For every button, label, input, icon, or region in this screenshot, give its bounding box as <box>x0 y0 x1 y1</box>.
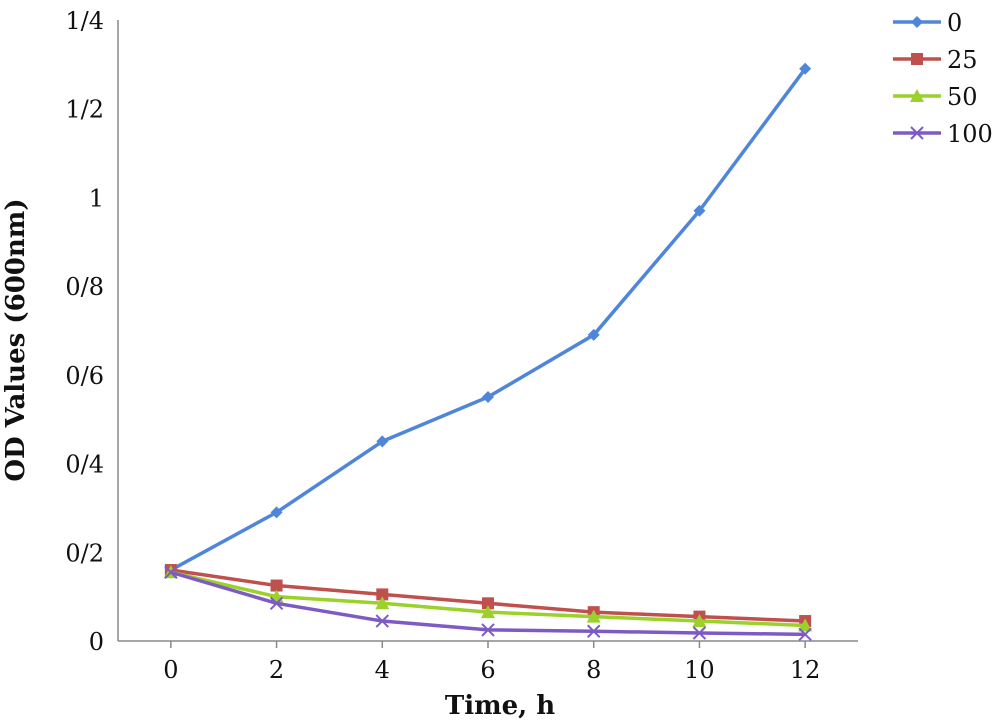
legend-label: 25 <box>947 46 978 74</box>
data-point <box>586 609 601 623</box>
series-0 <box>164 62 812 577</box>
x-tick-label: 0 <box>163 656 178 684</box>
data-point <box>376 435 389 448</box>
y-axis-title: OD Values (600nm) <box>1 198 31 481</box>
data-point <box>482 597 494 610</box>
series-50 <box>163 565 813 632</box>
data-point <box>481 605 495 619</box>
data-point <box>587 624 601 638</box>
legend-marker <box>910 89 924 102</box>
y-axis-ticks: 0 0/2 0/4 0/6 0/8 1 1/2 1/4 <box>65 7 104 656</box>
data-point <box>798 618 813 632</box>
data-point <box>692 614 707 628</box>
data-point <box>692 626 707 640</box>
y-tick-label: 0/8 <box>65 273 104 301</box>
y-tick-label: 0/6 <box>65 362 104 390</box>
data-point <box>693 204 706 217</box>
axes <box>117 20 858 642</box>
x-tick-label: 4 <box>375 656 390 684</box>
legend-label: 100 <box>947 120 993 148</box>
legend: 0 25 50 100 <box>893 9 993 148</box>
data-point <box>481 623 495 637</box>
data-point <box>269 596 284 611</box>
x-tick-label: 6 <box>480 656 495 684</box>
x-axis-ticks: 0 2 4 6 8 10 12 <box>163 641 820 684</box>
y-tick-label: 1/4 <box>65 7 104 35</box>
data-point <box>375 614 389 628</box>
x-tick-label: 8 <box>586 656 601 684</box>
data-point <box>270 579 283 592</box>
legend-marker <box>911 16 923 28</box>
x-tick-label: 12 <box>790 656 821 684</box>
x-axis-title: Time, h <box>445 691 555 721</box>
series-layer <box>163 62 813 642</box>
data-point <box>799 62 812 75</box>
y-tick-label: 0 <box>89 628 104 656</box>
data-point <box>270 506 283 519</box>
y-tick-label: 1 <box>89 184 104 212</box>
legend-item: 25 <box>893 46 978 74</box>
data-point <box>375 596 390 610</box>
legend-item: 100 <box>893 120 993 148</box>
x-tick-label: 2 <box>269 656 284 684</box>
data-point <box>482 391 494 404</box>
data-point <box>164 565 178 579</box>
legend-label: 0 <box>947 9 962 37</box>
y-tick-label: 1/2 <box>65 96 104 124</box>
legend-label: 50 <box>947 83 978 111</box>
legend-marker <box>911 53 923 65</box>
legend-item: 50 <box>893 83 978 111</box>
data-point <box>376 588 389 601</box>
data-point <box>798 627 812 642</box>
legend-marker <box>910 126 924 140</box>
x-tick-label: 10 <box>684 656 715 684</box>
legend-item: 0 <box>893 9 962 37</box>
data-point <box>587 328 600 341</box>
y-tick-label: 0/4 <box>65 451 104 479</box>
y-tick-label: 0/2 <box>65 539 104 567</box>
series-line <box>170 67 807 572</box>
series-100 <box>164 565 812 642</box>
